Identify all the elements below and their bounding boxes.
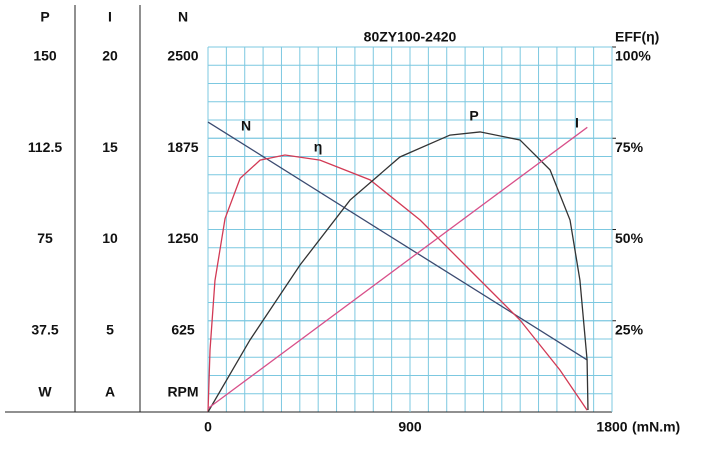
curve-label: N — [241, 118, 251, 134]
y-tick-label: 50% — [615, 230, 644, 246]
curve-label: η — [314, 139, 323, 155]
y-tick-label: 5 — [106, 321, 114, 337]
x-tick-label: 1800 — [596, 419, 627, 435]
axis-header: I — [108, 9, 112, 25]
axis-unit: W — [38, 384, 52, 400]
y-tick-label: 10 — [102, 230, 118, 246]
y-tick-label: 1250 — [167, 230, 198, 246]
x-tick-label: 900 — [398, 419, 422, 435]
y-tick-label: 37.5 — [31, 321, 58, 337]
x-axis-label: (mN.m) — [632, 419, 680, 435]
y-tick-label: 15 — [102, 139, 118, 155]
y-tick-label: 625 — [171, 321, 195, 337]
curve-label: P — [469, 108, 478, 124]
series-line — [207, 154, 588, 413]
axis-header: P — [40, 9, 49, 25]
series-line — [207, 131, 589, 413]
axis-unit: RPM — [167, 384, 198, 400]
x-tick-label: 0 — [204, 419, 212, 435]
series-line — [207, 121, 588, 361]
axis-header: EFF(η) — [615, 29, 659, 45]
y-tick-label: 75% — [615, 139, 644, 155]
y-tick-label: 75 — [37, 230, 53, 246]
chart-title: 80ZY100-2420 — [364, 29, 457, 45]
y-tick-label: 112.5 — [28, 139, 62, 155]
y-tick-label: 100% — [615, 48, 651, 64]
y-tick-label: 25% — [615, 321, 644, 337]
axis-unit: A — [105, 384, 115, 400]
y-tick-label: 2500 — [167, 48, 198, 64]
y-tick-label: 1875 — [167, 139, 198, 155]
y-tick-label: 150 — [33, 48, 57, 64]
y-tick-label: 20 — [102, 48, 118, 64]
axis-header: N — [178, 9, 188, 25]
series-line — [207, 126, 588, 409]
curve-label: I — [575, 115, 579, 131]
